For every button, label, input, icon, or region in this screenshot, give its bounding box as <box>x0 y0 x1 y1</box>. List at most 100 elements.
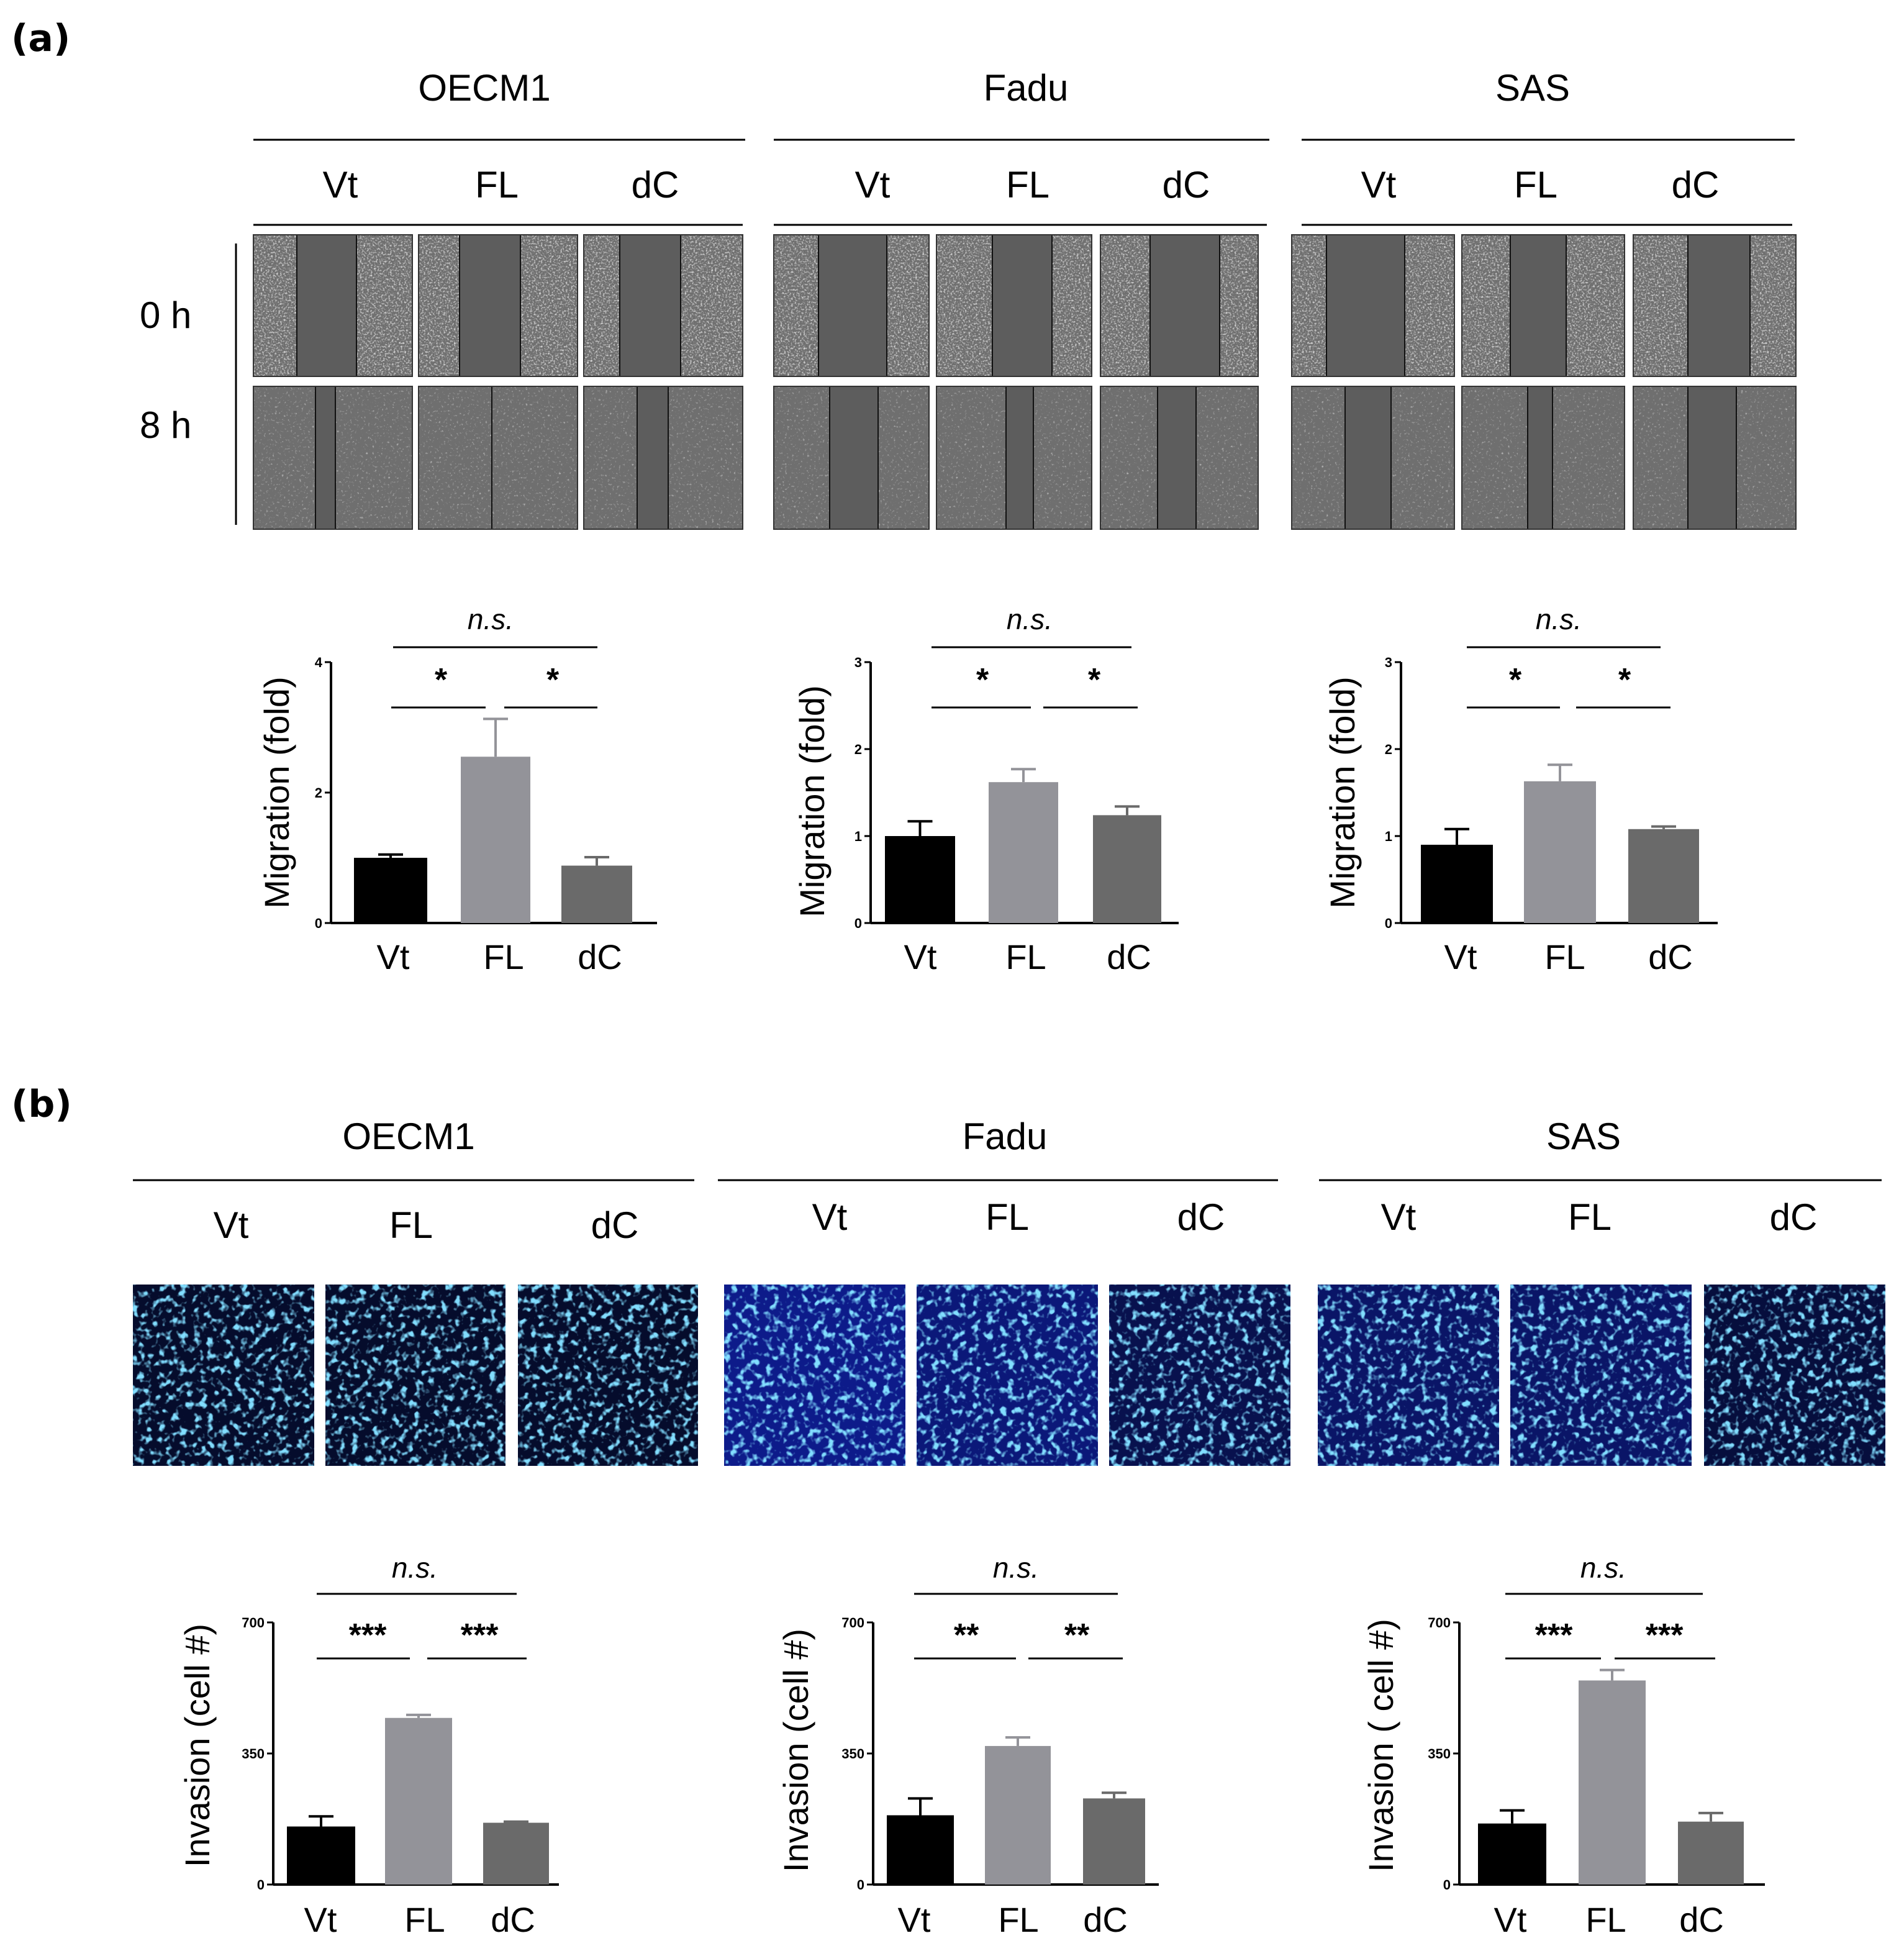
significance-label-fl-dc: * <box>1087 662 1101 698</box>
y-tick-label: 350 <box>841 1746 864 1762</box>
wound-healing-micrograph <box>1291 386 1455 530</box>
y-tick-label: 1 <box>1385 829 1392 844</box>
x-tick-label-vt: Vt <box>898 1900 931 1939</box>
condition-label-dc: dC <box>1177 1196 1225 1238</box>
significance-label-fl-dc: *** <box>460 1617 499 1653</box>
bar-dc <box>483 1822 549 1885</box>
x-tick-label-vt: Vt <box>304 1900 337 1939</box>
y-tick-label: 3 <box>855 655 862 670</box>
dapi-stained-nuclei-micrograph <box>1704 1285 1885 1466</box>
condition-label-dc: dC <box>1672 164 1720 206</box>
condition-label-dc: dC <box>1163 164 1210 206</box>
significance-label-fl-dc: * <box>545 662 560 698</box>
dapi-stained-nuclei-micrograph <box>917 1285 1098 1466</box>
time-label-8h: 8 h <box>140 404 191 446</box>
bar-dc <box>1093 815 1161 923</box>
y-tick-label: 700 <box>242 1615 265 1630</box>
bar-vt <box>1478 1823 1546 1885</box>
dapi-stained-nuclei-micrograph <box>133 1285 314 1466</box>
bar-vt <box>885 836 955 923</box>
y-tick-label: 0 <box>1443 1877 1451 1893</box>
wound-healing-micrograph <box>418 386 578 530</box>
bar-fl <box>985 1745 1051 1885</box>
condition-label-vt: Vt <box>855 164 891 206</box>
condition-label-fl: FL <box>1568 1196 1612 1238</box>
x-tick-label-dc: dC <box>1648 937 1693 976</box>
bar-dc <box>1083 1798 1145 1885</box>
y-tick-label: 700 <box>841 1615 864 1630</box>
condition-label-dc: dC <box>591 1204 639 1246</box>
y-tick-label: 350 <box>1428 1746 1451 1762</box>
y-axis-label: Invasion (cell #) <box>178 1624 217 1867</box>
y-tick-label: 0 <box>857 1877 864 1893</box>
wound-healing-micrograph <box>773 234 930 377</box>
y-tick-label: 0 <box>257 1877 265 1893</box>
bar-fl <box>385 1717 452 1885</box>
x-tick-label-fl: FL <box>404 1900 445 1939</box>
x-tick-label-dc: dC <box>1679 1900 1724 1939</box>
time-label-0h: 0 h <box>140 294 191 336</box>
condition-label-fl: FL <box>1006 164 1049 206</box>
condition-label-dc: dC <box>1770 1196 1818 1238</box>
y-tick-label: 2 <box>315 785 322 801</box>
significance-label-fl-dc: ** <box>1063 1617 1090 1653</box>
wound-healing-micrograph <box>1633 386 1797 530</box>
condition-label-vt: Vt <box>323 164 358 206</box>
bar-dc <box>1678 1821 1744 1885</box>
wound-healing-micrograph <box>418 234 578 377</box>
x-tick-label-dc: dC <box>1107 937 1151 976</box>
wound-healing-micrograph <box>253 234 413 377</box>
x-tick-label-dc: dC <box>491 1900 535 1939</box>
wound-healing-micrograph <box>936 234 1092 377</box>
dapi-stained-nuclei-micrograph <box>1510 1285 1692 1466</box>
y-tick-label: 4 <box>315 655 323 670</box>
condition-label-vt: Vt <box>214 1204 249 1246</box>
cell-line-label-oecm1: OECM1 <box>418 67 550 109</box>
y-tick-label: 0 <box>315 916 322 931</box>
y-axis-label: Migration (fold) <box>1323 676 1362 908</box>
cell-line-label-sas: SAS <box>1495 67 1570 109</box>
dapi-stained-nuclei-micrograph <box>1318 1285 1499 1466</box>
significance-label-vt-fl: ** <box>953 1617 979 1653</box>
dapi-stained-nuclei-micrograph <box>1109 1285 1290 1466</box>
condition-label-vt: Vt <box>812 1196 848 1238</box>
condition-label-fl: FL <box>475 164 519 206</box>
x-tick-label-vt: Vt <box>904 937 937 976</box>
wound-healing-micrograph <box>1461 386 1625 530</box>
x-tick-label-fl: FL <box>1544 937 1585 976</box>
significance-label-ns: n.s. <box>1007 603 1053 635</box>
panel-b-label: (b) <box>11 1083 72 1126</box>
y-tick-label: 350 <box>242 1746 265 1762</box>
y-axis-label: Invasion (cell #) <box>776 1629 815 1872</box>
bar-dc <box>1628 829 1699 923</box>
bar-chart-a-sas: 0 1 2 3 Migration (fold) Vt FL dC n.s. * * <box>1323 603 1718 976</box>
cell-line-label-fadu: Fadu <box>984 67 1069 109</box>
bar-fl <box>461 757 530 923</box>
wound-healing-micrograph <box>773 386 930 530</box>
y-axis-label: Invasion ( cell #) <box>1361 1619 1400 1872</box>
x-tick-label-fl: FL <box>998 1900 1038 1939</box>
bar-chart-a-fadu: 0 1 2 3 Migration (fold) Vt FL dC n.s. * * <box>792 603 1179 976</box>
bar-fl <box>1524 781 1596 923</box>
x-tick-label-vt: Vt <box>1494 1900 1527 1939</box>
x-tick-label-fl: FL <box>1005 937 1046 976</box>
bar-chart-b-oecm1: 0 350 700 Invasion (cell #) Vt FL dC n.s. *** *** <box>178 1552 559 1939</box>
bar-fl <box>1579 1680 1646 1885</box>
x-tick-label-dc: dC <box>578 937 622 976</box>
significance-label-vt-fl: *** <box>1534 1617 1573 1653</box>
significance-label-fl-dc: * <box>1617 662 1631 698</box>
wound-healing-micrograph <box>936 386 1092 530</box>
dapi-stained-nuclei-micrograph <box>724 1285 905 1466</box>
x-tick-label-dc: dC <box>1083 1900 1128 1939</box>
bar-chart-a-oecm1: 0 2 4 Migration (fold) Vt FL dC n.s. * * <box>257 603 657 976</box>
y-tick-label: 2 <box>1385 742 1392 757</box>
x-tick-label-vt: Vt <box>1444 937 1477 976</box>
x-tick-label-fl: FL <box>1585 1900 1626 1939</box>
wound-healing-micrograph <box>1461 234 1625 377</box>
cell-line-label-fadu: Fadu <box>963 1116 1048 1157</box>
bar-vt <box>354 858 427 923</box>
y-tick-label: 3 <box>1385 655 1392 670</box>
x-tick-label-fl: FL <box>483 937 524 976</box>
y-tick-label: 0 <box>1385 916 1392 931</box>
